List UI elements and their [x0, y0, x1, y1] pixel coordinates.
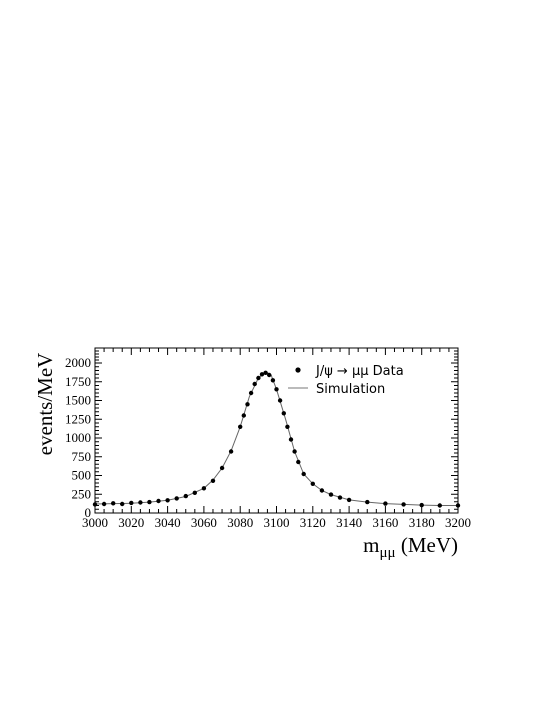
- data-point: [296, 459, 301, 465]
- x-tick-label: 3020: [118, 515, 144, 530]
- data-point: [219, 465, 225, 471]
- data-point: [147, 499, 152, 505]
- y-tick-label: 500: [72, 468, 92, 483]
- data-point: [201, 486, 207, 491]
- y-tick-label: 750: [72, 449, 92, 464]
- data-point: [138, 500, 143, 505]
- data-point: [192, 490, 197, 495]
- data-point: [281, 411, 286, 416]
- x-axis: 3000 3020 3040 3060 3080 3100 3120 3140 3160 3180…: [82, 348, 471, 530]
- x-tick-label: 3160: [372, 515, 398, 530]
- x-tick-label: 3000: [82, 515, 108, 530]
- x-tick-label: 3080: [227, 515, 253, 530]
- data-point: [165, 498, 170, 503]
- x-tick-label: 3200: [445, 515, 471, 530]
- y-tick-label: 1250: [65, 411, 91, 426]
- data-point: [267, 372, 272, 378]
- x-tick-label: 3060: [191, 515, 217, 530]
- legend-data-marker: [295, 367, 301, 373]
- data-point: [92, 502, 98, 507]
- data-point: [174, 496, 179, 501]
- data-point: [401, 502, 406, 507]
- x-tick-label: 3040: [155, 515, 181, 530]
- data-point: [328, 492, 334, 497]
- data-point: [437, 503, 442, 508]
- y-axis-label: events/MeV: [33, 353, 57, 456]
- data-point: [419, 502, 424, 508]
- data-point: [270, 378, 276, 383]
- data-point: [310, 481, 315, 486]
- data-point: [319, 488, 325, 493]
- plot-area: [92, 370, 461, 508]
- y-tick-label: 1750: [65, 374, 91, 389]
- data-point: [238, 424, 243, 429]
- data-point: [263, 370, 268, 375]
- data-point: [252, 381, 257, 387]
- data-point: [292, 449, 297, 454]
- y-tick-label: 0: [85, 505, 92, 520]
- data-point: [455, 503, 461, 508]
- data-point: [228, 449, 234, 454]
- data-point: [259, 372, 265, 377]
- x-axis-label-main: m: [363, 533, 379, 557]
- data-point: [256, 375, 261, 381]
- y-tick-label: 1000: [65, 430, 91, 445]
- x-tick-label: 3180: [409, 515, 435, 530]
- data-point: [129, 500, 134, 506]
- data-point: [183, 493, 188, 499]
- legend: J/ψ → μμ Data Simulation: [288, 364, 404, 397]
- data-point: [301, 471, 306, 477]
- data-point: [120, 501, 125, 507]
- legend-simulation-label: Simulation: [316, 382, 385, 397]
- data-point: [337, 495, 343, 500]
- x-axis-label-unit: (MeV): [396, 533, 458, 557]
- x-tick-label: 3140: [336, 515, 362, 530]
- data-point: [277, 398, 283, 403]
- data-point: [285, 424, 290, 429]
- data-point: [111, 501, 116, 506]
- legend-data-label: J/ψ → μμ Data: [315, 364, 404, 379]
- data-point: [241, 413, 246, 418]
- data-point: [245, 402, 250, 407]
- y-tick-label: 1500: [65, 393, 91, 408]
- data-point: [101, 501, 107, 507]
- data-point: [383, 501, 388, 506]
- y-tick-label: 250: [72, 486, 92, 501]
- data-point: [346, 497, 352, 503]
- x-axis-label-subscript: μμ: [380, 545, 396, 561]
- y-tick-label: 2000: [65, 355, 91, 370]
- x-axis-label: mμμ (MeV): [363, 533, 458, 561]
- simulation-line: [94, 372, 458, 506]
- y-axis: 0 250 500 750 1000 1250 1500 1750 2000: [65, 350, 458, 520]
- data-point: [156, 498, 161, 504]
- data-point: [288, 437, 294, 442]
- data-point: [274, 387, 279, 392]
- data-point: [365, 499, 370, 505]
- x-tick-label: 3100: [264, 515, 290, 530]
- data-point: [210, 478, 216, 483]
- data-point: [248, 390, 254, 396]
- x-tick-label: 3120: [300, 515, 326, 530]
